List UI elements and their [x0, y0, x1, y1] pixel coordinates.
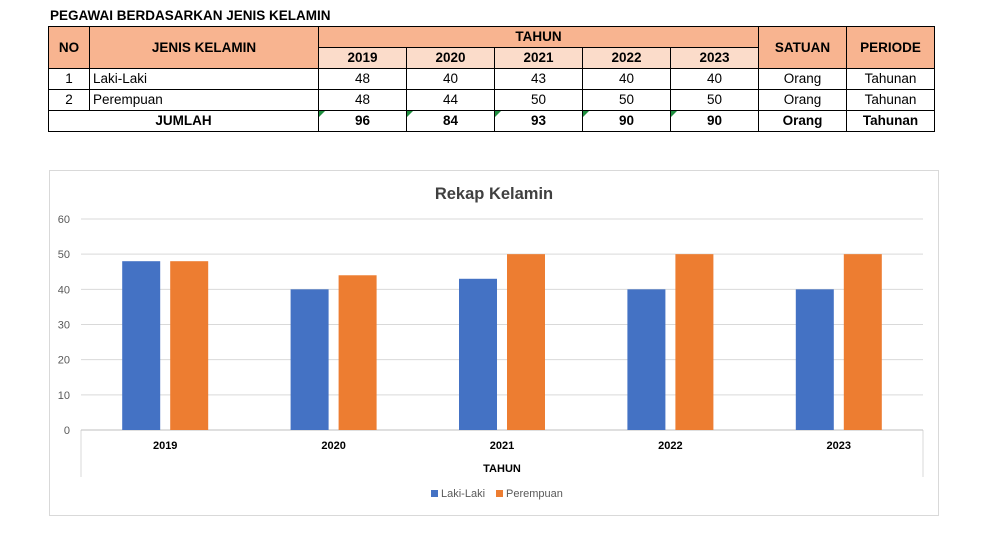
header-jenis-kelamin: JENIS KELAMIN — [89, 26, 319, 69]
row-value: 48 — [318, 89, 407, 111]
row-value: 48 — [318, 68, 407, 90]
table-row: 1 Laki-Laki 48 40 43 40 40 Orang Tahunan — [48, 68, 935, 90]
header-year: 2020 — [406, 47, 495, 69]
total-value: 90 — [670, 110, 759, 132]
chart-title: Rekap Kelamin — [435, 185, 553, 203]
legend-label: Laki-Laki — [441, 488, 485, 500]
row-periode: Tahunan — [846, 68, 935, 90]
row-value: 50 — [582, 89, 671, 111]
bar-laki-laki — [795, 289, 834, 430]
bar-perempuan — [843, 254, 882, 430]
y-tick-label: 20 — [58, 355, 70, 367]
legend-swatch — [496, 490, 503, 497]
sheet-title: PEGAWAI BERDASARKAN JENIS KELAMIN — [50, 8, 331, 23]
chart-area[interactable]: Rekap Kelamin 0 10 20 30 40 50 60 2019 2020 2021… — [49, 170, 939, 516]
bar-perempuan — [675, 254, 714, 430]
row-label: Perempuan — [89, 89, 319, 111]
bar-laki-laki — [459, 278, 497, 430]
formula-indicator — [495, 111, 501, 117]
header-periode: PERIODE — [846, 26, 935, 69]
y-tick-label: 30 — [58, 320, 70, 332]
header-no: NO — [48, 26, 90, 69]
formula-indicator — [407, 111, 413, 117]
y-tick-label: 50 — [58, 249, 70, 261]
formula-indicator — [671, 111, 677, 117]
formula-indicator — [319, 111, 325, 117]
header-year: 2023 — [670, 47, 759, 69]
header-year: 2019 — [318, 47, 407, 69]
row-value: 44 — [406, 89, 495, 111]
x-tick-label: 2022 — [658, 440, 682, 452]
row-no: 2 — [48, 89, 90, 111]
formula-indicator — [583, 111, 589, 117]
x-tick-label: 2019 — [153, 440, 177, 452]
bar-perempuan — [507, 254, 545, 430]
row-value: 40 — [406, 68, 495, 90]
row-label: Laki-Laki — [89, 68, 319, 90]
total-value: 84 — [406, 110, 495, 132]
row-satuan: Orang — [758, 68, 847, 90]
table-row: 2 Perempuan 48 44 50 50 50 Orang Tahunan — [48, 89, 935, 111]
header-tahun: TAHUN — [318, 26, 759, 48]
y-tick-label: 10 — [58, 390, 70, 402]
bar-perempuan — [338, 275, 377, 430]
total-satuan: Orang — [758, 110, 847, 132]
row-value: 50 — [670, 89, 759, 111]
total-periode: Tahunan — [846, 110, 935, 132]
total-value: 93 — [494, 110, 583, 132]
bar-chart: Rekap Kelamin 0 10 20 30 40 50 60 2019 2020 2021… — [58, 185, 924, 500]
data-table: NO JENIS KELAMIN TAHUN SATUAN PERIODE 20… — [48, 26, 935, 132]
header-year: 2022 — [582, 47, 671, 69]
row-value: 40 — [582, 68, 671, 90]
bar-laki-laki — [290, 289, 329, 430]
row-value: 40 — [670, 68, 759, 90]
row-satuan: Orang — [758, 89, 847, 111]
row-no: 1 — [48, 68, 90, 90]
bar-laki-laki — [627, 289, 666, 430]
legend-label: Perempuan — [506, 488, 563, 500]
x-tick-label: 2020 — [321, 440, 345, 452]
header-year: 2021 — [494, 47, 583, 69]
header-satuan: SATUAN — [758, 26, 847, 69]
bar-perempuan — [170, 261, 209, 430]
x-axis-title: TAHUN — [483, 463, 521, 475]
total-value: 96 — [318, 110, 407, 132]
x-tick-label: 2023 — [827, 440, 851, 452]
y-tick-label: 60 — [58, 214, 70, 226]
bar-laki-laki — [122, 261, 161, 430]
total-label: JUMLAH — [48, 110, 319, 132]
y-tick-label: 40 — [58, 284, 70, 296]
total-value: 90 — [582, 110, 671, 132]
row-value: 50 — [494, 89, 583, 111]
y-tick-label: 0 — [64, 425, 70, 437]
legend-swatch — [431, 490, 438, 497]
row-value: 43 — [494, 68, 583, 90]
total-row: JUMLAH 96 84 93 90 90 Orang Tahunan — [48, 110, 935, 132]
x-tick-label: 2021 — [490, 440, 514, 452]
row-periode: Tahunan — [846, 89, 935, 111]
